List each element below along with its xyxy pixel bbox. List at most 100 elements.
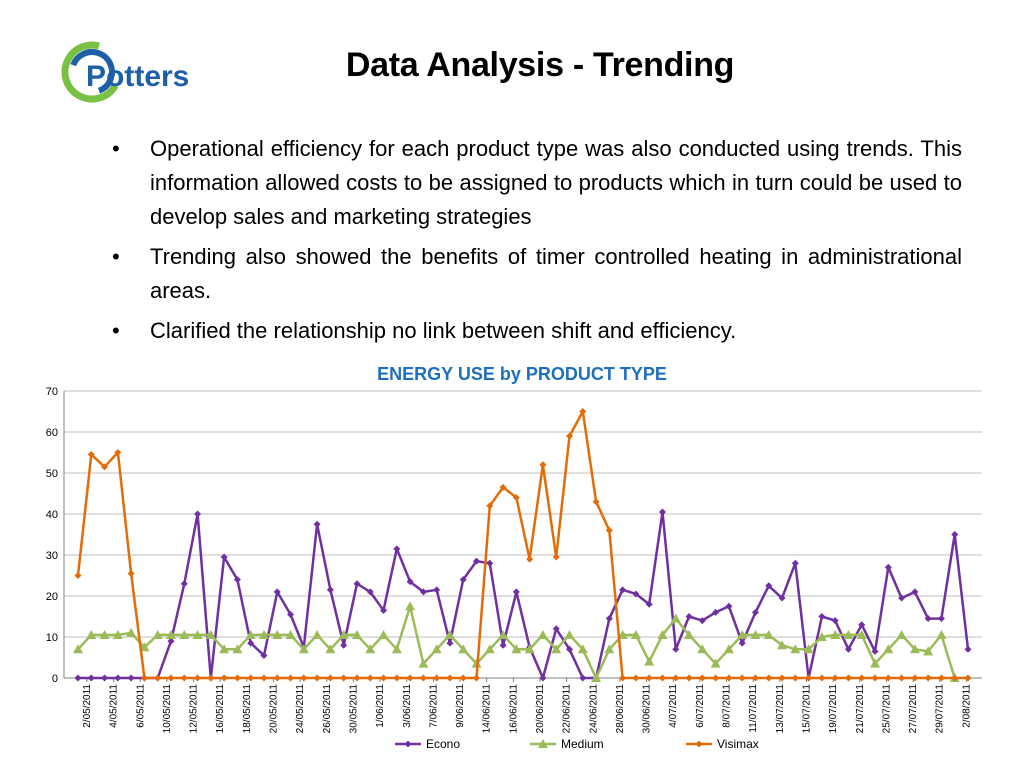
- data-point-visimax: [605, 526, 613, 534]
- bullet-item: • Operational efficiency for each product…: [110, 132, 962, 234]
- data-point-visimax: [831, 674, 839, 682]
- data-point-econo: [393, 545, 401, 553]
- y-tick-label: 40: [46, 509, 58, 521]
- data-point-medium: [710, 658, 721, 668]
- data-point-medium: [909, 644, 920, 654]
- data-point-visimax: [778, 674, 786, 682]
- data-point-medium: [604, 644, 615, 654]
- data-point-medium: [245, 629, 256, 639]
- y-tick-label: 60: [46, 427, 58, 439]
- data-point-medium: [86, 629, 97, 639]
- x-tick-label: 16/05/2011: [215, 684, 226, 734]
- x-tick-label: 2/08/2011: [961, 684, 972, 728]
- data-point-visimax: [765, 674, 773, 682]
- energy-chart: ENERGY USE by PRODUCT TYPE 0 10 20 30 40 50 60…: [0, 358, 1024, 768]
- data-point-medium: [73, 644, 83, 654]
- data-point-econo: [406, 578, 414, 586]
- slide-title: Data Analysis - Trending: [345, 46, 735, 84]
- data-point-medium: [418, 658, 429, 668]
- data-point-visimax: [924, 674, 932, 682]
- x-tick-label: 24/06/2011: [588, 684, 599, 734]
- bullet-item: • Clarified the relationship no link betw…: [110, 314, 962, 348]
- data-point-medium: [697, 644, 708, 654]
- data-point-visimax: [964, 674, 972, 682]
- bullet-dot: •: [112, 136, 120, 161]
- x-tick-label: 11/07/2011: [748, 684, 759, 733]
- x-tick-label: 7/06/2011: [428, 684, 439, 728]
- data-point-visimax: [247, 674, 255, 682]
- legend-item-medium: Medium: [530, 737, 604, 751]
- data-point-visimax: [167, 674, 175, 682]
- bullet-list: • Operational efficiency for each product…: [110, 132, 962, 354]
- data-point-visimax: [194, 674, 202, 682]
- x-tick-label: 1/06/2011: [375, 684, 386, 728]
- data-point-econo: [473, 557, 481, 565]
- data-point-medium: [99, 629, 110, 639]
- data-point-econo: [964, 645, 972, 653]
- data-point-econo: [194, 510, 202, 518]
- data-point-visimax: [512, 494, 520, 502]
- bullet-item: • Trending also showed the benefits of ti…: [110, 240, 962, 308]
- data-point-visimax: [552, 553, 560, 561]
- data-point-econo: [512, 588, 520, 596]
- data-point-medium: [298, 644, 309, 654]
- data-point-medium: [152, 629, 163, 639]
- data-point-medium: [458, 644, 469, 654]
- data-point-econo: [884, 563, 892, 571]
- data-point-econo: [791, 559, 799, 567]
- x-tick-label: 30/05/2011: [348, 684, 359, 734]
- data-point-medium: [484, 644, 495, 654]
- data-point-visimax: [725, 674, 733, 682]
- data-point-econo: [233, 576, 241, 584]
- x-tick-label: 26/05/2011: [322, 684, 333, 734]
- x-tick-label: 3/06/2011: [402, 684, 413, 728]
- data-point-medium: [285, 629, 296, 639]
- data-point-medium: [870, 658, 881, 668]
- data-point-medium: [551, 644, 562, 654]
- legend-label: Visimax: [717, 737, 759, 751]
- series-line-econo: [78, 510, 970, 680]
- y-tick-label: 0: [52, 673, 58, 685]
- data-point-medium: [763, 629, 774, 639]
- data-point-econo: [101, 674, 109, 682]
- data-point-econo: [937, 615, 945, 623]
- data-point-econo: [605, 615, 613, 623]
- data-point-econo: [831, 617, 839, 625]
- data-point-medium: [936, 629, 947, 639]
- data-point-medium: [803, 644, 814, 654]
- data-point-medium: [219, 644, 230, 654]
- data-point-medium: [670, 613, 681, 623]
- data-point-medium: [444, 629, 455, 639]
- data-point-visimax: [459, 674, 467, 682]
- data-point-visimax: [273, 674, 281, 682]
- bullet-dot: •: [112, 244, 120, 269]
- data-point-econo: [951, 531, 959, 538]
- legend-item-visimax: Visimax: [686, 737, 759, 751]
- data-point-econo: [685, 613, 693, 620]
- data-point-medium: [498, 629, 509, 639]
- data-point-visimax: [353, 674, 361, 682]
- legend-marker: [538, 739, 548, 748]
- x-tick-label: 9/06/2011: [455, 684, 466, 728]
- data-point-medium: [856, 629, 867, 639]
- data-point-medium: [431, 644, 442, 654]
- data-point-visimax: [791, 674, 799, 682]
- data-point-medium: [524, 644, 535, 654]
- x-tick-label: 2/05/2011: [82, 684, 93, 728]
- data-point-econo: [247, 639, 255, 647]
- data-point-econo: [127, 674, 135, 682]
- legend-marker: [695, 740, 703, 748]
- x-tick-label: 25/07/2011: [881, 684, 892, 734]
- data-point-medium: [830, 629, 841, 639]
- x-tick-label: 20/06/2011: [535, 684, 546, 734]
- data-point-econo: [260, 651, 268, 659]
- x-tick-label: 24/05/2011: [295, 684, 306, 734]
- data-point-econo: [313, 520, 321, 528]
- data-point-visimax: [712, 674, 720, 682]
- data-point-visimax: [127, 569, 135, 577]
- data-point-econo: [725, 602, 733, 610]
- bullet-text: Trending also showed the benefits of tim…: [150, 244, 962, 303]
- data-point-medium: [165, 629, 176, 639]
- data-point-medium: [405, 601, 416, 611]
- data-point-medium: [564, 629, 575, 639]
